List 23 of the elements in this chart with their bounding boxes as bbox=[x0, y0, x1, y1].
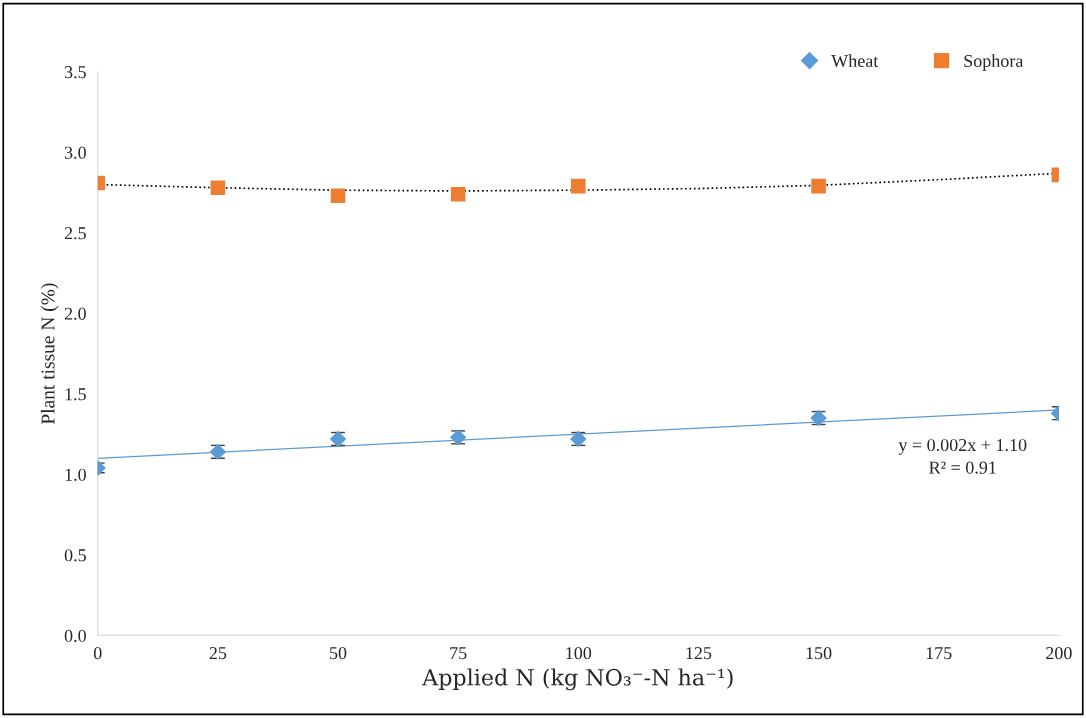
annotation: R² = 0.91 bbox=[929, 461, 996, 474]
x-axis-title: Applied N (kg NO₃⁻-N ha⁻¹) bbox=[422, 668, 733, 691]
x-tick-label: 200 bbox=[1046, 647, 1072, 660]
x-tick-label: 175 bbox=[926, 647, 952, 660]
y-tick-label: 3.0 bbox=[64, 146, 86, 159]
x-tick-label: 150 bbox=[806, 647, 832, 660]
x-tick-label: 125 bbox=[686, 647, 712, 660]
y-tick-label: 3.5 bbox=[64, 66, 86, 79]
x-tick-label: 50 bbox=[330, 647, 347, 660]
y-tick-label: 0.5 bbox=[64, 549, 86, 562]
legend-label: Sophora bbox=[964, 54, 1024, 71]
legend-label: Wheat bbox=[831, 54, 879, 68]
y-tick-label: 1.5 bbox=[65, 388, 86, 401]
x-tick-label: 75 bbox=[450, 647, 467, 660]
y-tick-label: 0.0 bbox=[64, 629, 86, 642]
x-tick-label: 25 bbox=[209, 647, 227, 660]
y-tick-label: 2.0 bbox=[64, 307, 86, 320]
y-tick-label: 2.5 bbox=[64, 227, 86, 240]
x-tick-label: 100 bbox=[566, 647, 592, 660]
annotation: y = 0.002x + 1.10 bbox=[898, 438, 1027, 455]
y-axis-title: Plant tissue N (%) bbox=[40, 283, 59, 425]
x-tick-label: 0 bbox=[93, 647, 102, 660]
y-tick-label: 1.0 bbox=[65, 468, 86, 481]
